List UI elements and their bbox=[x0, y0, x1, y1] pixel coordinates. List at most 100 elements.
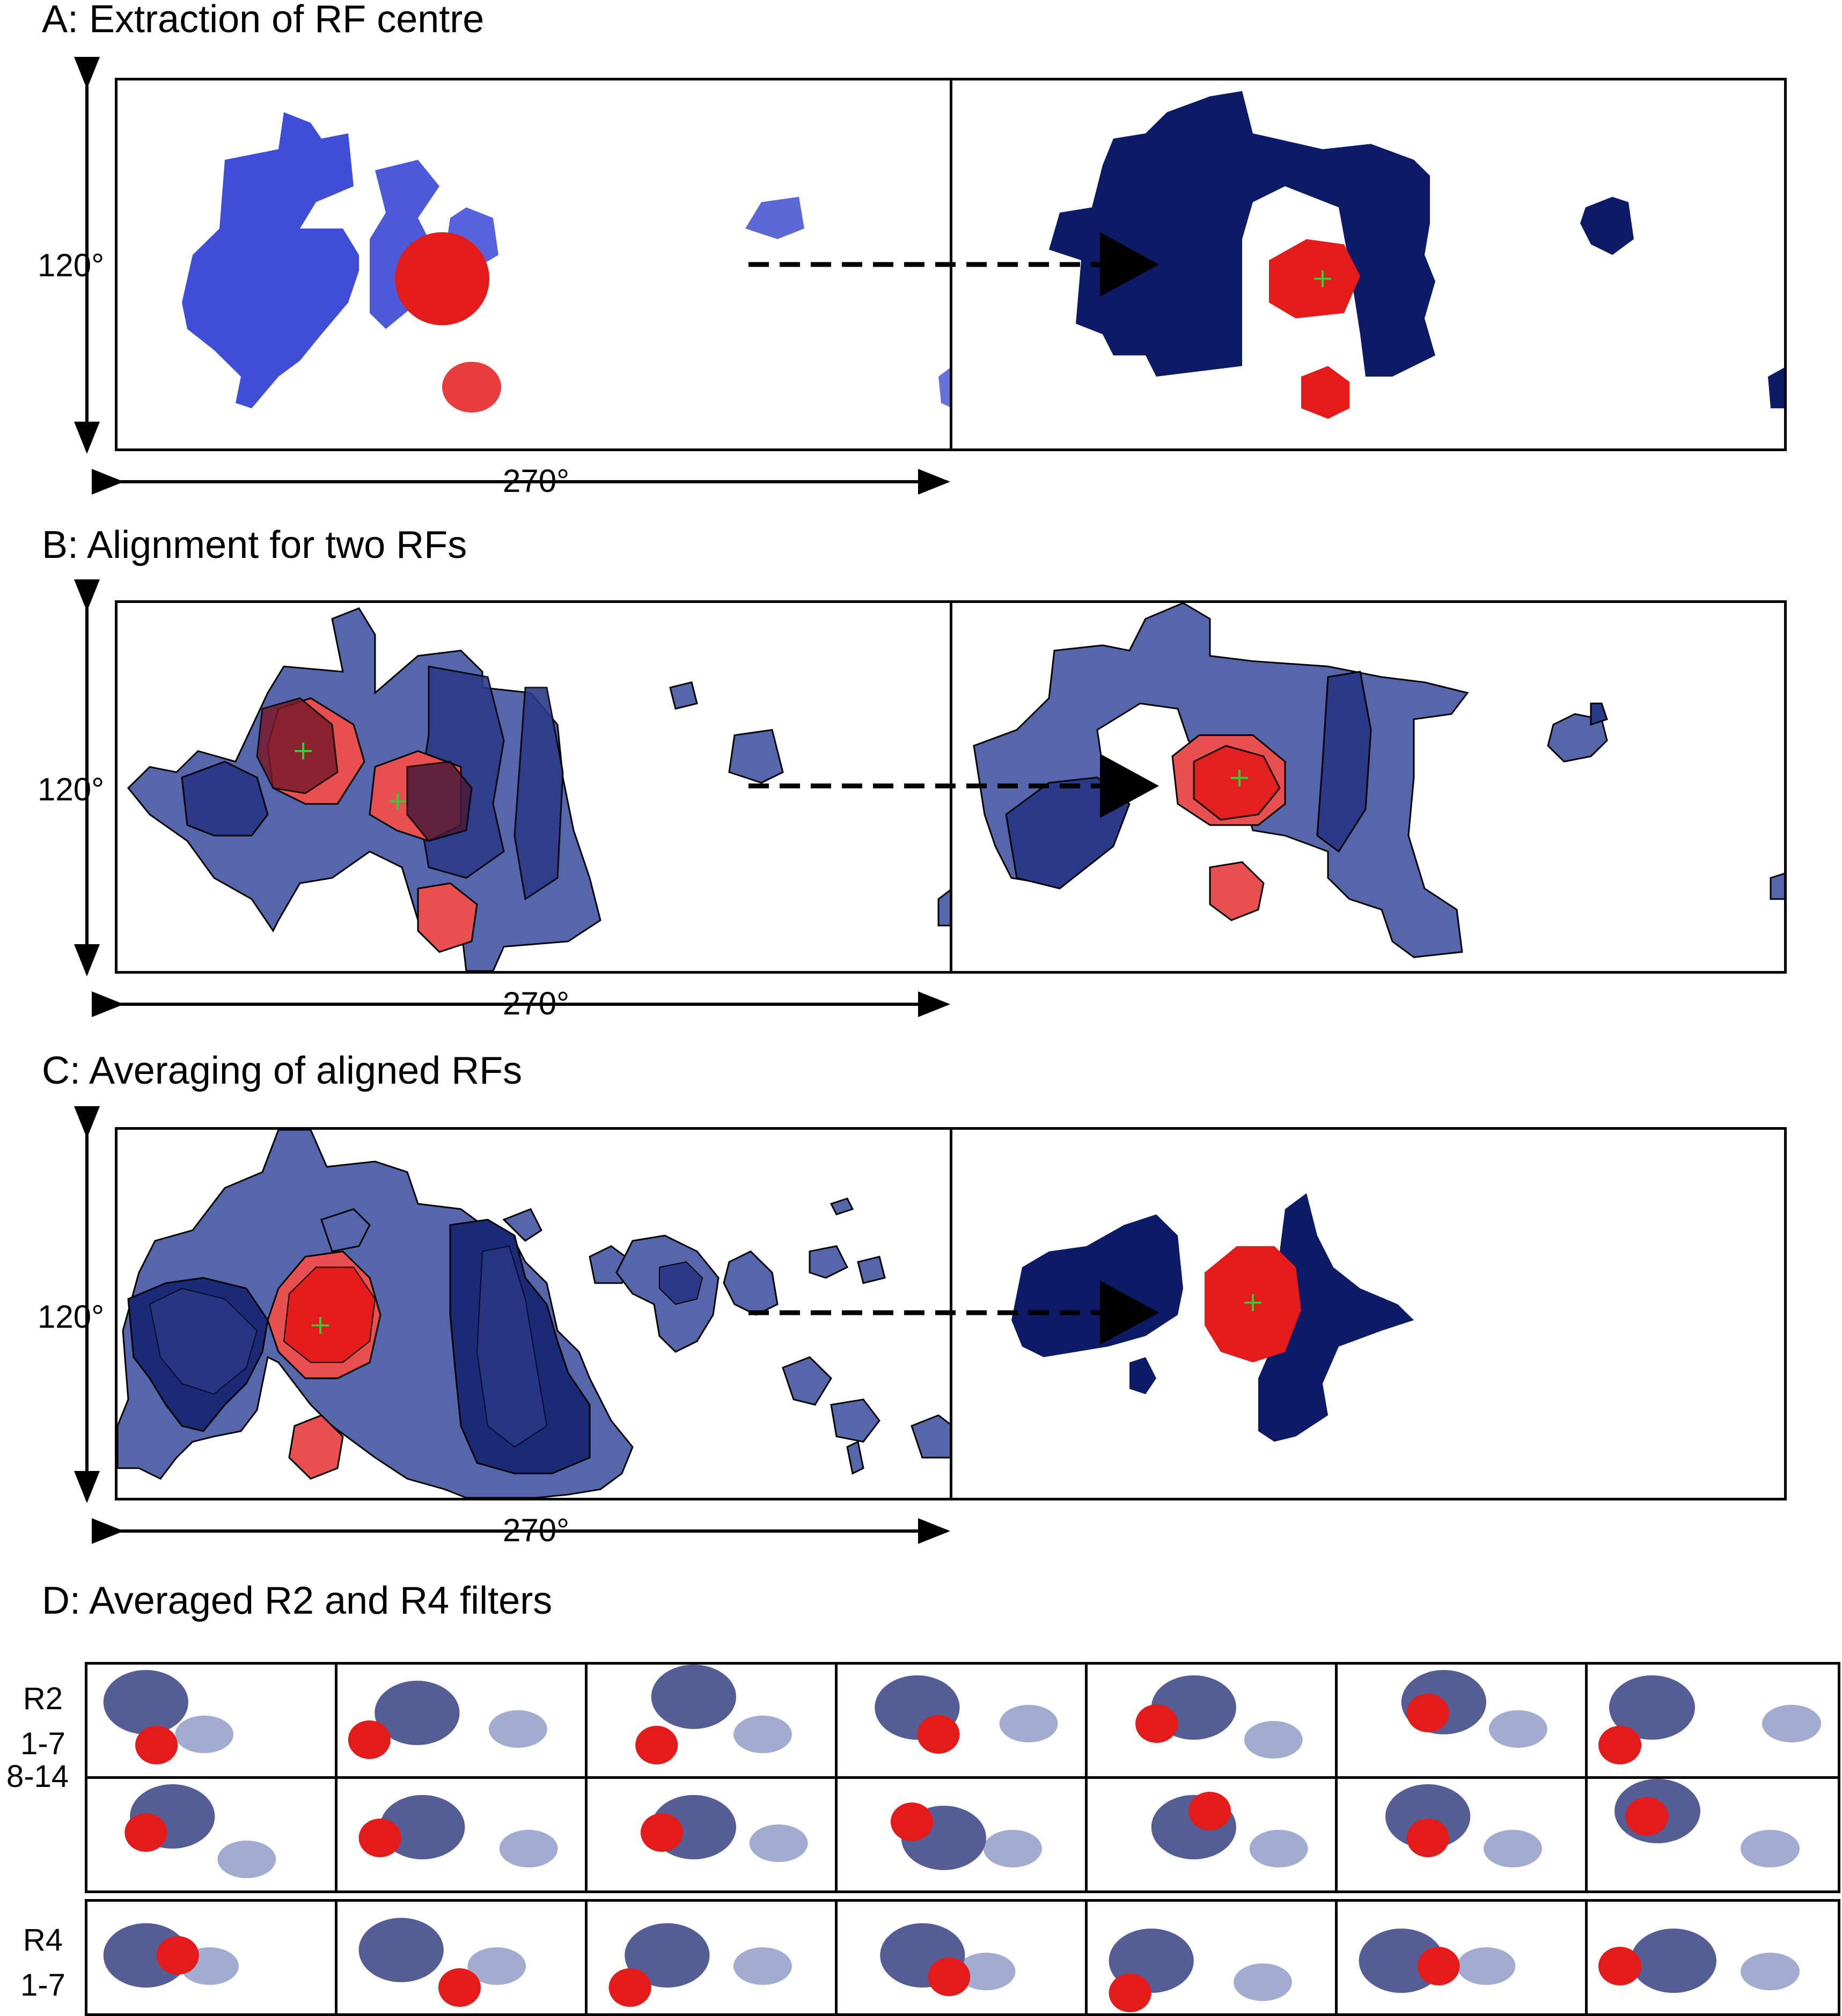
panel-c-y-label: 120° bbox=[31, 1298, 111, 1335]
filter-cell bbox=[1588, 1779, 1838, 1890]
panel-b-left-rf bbox=[127, 607, 952, 971]
panel-c-right-rf bbox=[1011, 1193, 1414, 1442]
filter-cell bbox=[1588, 1902, 1838, 2013]
inhibitory-blob bbox=[1244, 1721, 1303, 1759]
row-label-line2: 8-14 bbox=[6, 1759, 69, 1794]
inhibitory-blob bbox=[749, 1824, 808, 1862]
excitatory-blob bbox=[124, 1813, 167, 1852]
filter-rf-map bbox=[635, 1665, 792, 1764]
row-label-line2: 1-7 bbox=[20, 1968, 65, 2003]
inhibitory-blob bbox=[1457, 1947, 1516, 1985]
filter-rf-map bbox=[348, 1681, 547, 1759]
filter-cell bbox=[1338, 1902, 1588, 2013]
inhibitory-blob bbox=[375, 1681, 460, 1745]
row-label-line1: R2 bbox=[23, 1681, 63, 1716]
inhibitory-blob bbox=[1762, 1705, 1821, 1742]
filter-rf-map bbox=[880, 1923, 1016, 1996]
filter-rf-map bbox=[1598, 1675, 1821, 1764]
filter-row-r2-1-7 bbox=[85, 1662, 1840, 1779]
inhibitory-blob bbox=[651, 1665, 736, 1729]
filter-cell bbox=[588, 1665, 838, 1776]
inhibitory-blob bbox=[625, 1923, 710, 1988]
inhibitory-blob bbox=[1234, 1963, 1292, 2001]
panel-c-frame bbox=[115, 1127, 1787, 1500]
filter-cell bbox=[87, 1665, 337, 1776]
inhibitory-blob bbox=[984, 1830, 1042, 1867]
filter-cell bbox=[337, 1665, 588, 1776]
excitatory-blob bbox=[1625, 1797, 1668, 1836]
filter-cell bbox=[1338, 1665, 1588, 1776]
filter-rf-map bbox=[103, 1670, 234, 1764]
excitatory-blob bbox=[1109, 1974, 1151, 2012]
panel-c-x-label: 270° bbox=[496, 1512, 576, 1549]
filter-cell bbox=[838, 1665, 1088, 1776]
filter-rf-map bbox=[890, 1802, 1042, 1870]
filter-rf-map bbox=[358, 1918, 526, 2007]
inhibitory-blob bbox=[217, 1841, 276, 1878]
excitatory-blob bbox=[917, 1715, 960, 1754]
inhibitory-blob bbox=[1484, 1830, 1542, 1867]
excitatory-blob bbox=[358, 1819, 401, 1857]
excitatory-blob bbox=[135, 1726, 178, 1764]
filter-rf-map bbox=[1598, 1929, 1800, 1993]
excitatory-blob bbox=[1188, 1792, 1231, 1830]
excitatory-blob bbox=[348, 1720, 391, 1759]
inhibitory-blob bbox=[380, 1795, 465, 1859]
filter-cell bbox=[337, 1902, 588, 2013]
excitatory-blob bbox=[1406, 1694, 1449, 1732]
row-label-line2: 1-7 bbox=[20, 1726, 65, 1761]
inhibitory-blob bbox=[733, 1716, 792, 1753]
filter-rf-map bbox=[1135, 1675, 1303, 1759]
panel-c-left-rf bbox=[118, 1130, 952, 1498]
filter-cell bbox=[1088, 1665, 1338, 1776]
filter-cell bbox=[1338, 1779, 1588, 1890]
inhibitory-blob bbox=[733, 1947, 792, 1985]
filter-rf-map bbox=[103, 1923, 239, 1988]
panel-a-left-rf bbox=[182, 112, 952, 413]
filter-rf-map bbox=[358, 1795, 558, 1867]
row-label-r2-1-7: R2 1-7 bbox=[5, 1676, 80, 1767]
excitatory-blob bbox=[438, 1968, 481, 2007]
inhibitory-blob bbox=[1741, 1830, 1800, 1867]
inhibitory-blob bbox=[957, 1953, 1016, 1990]
filter-rf-map bbox=[640, 1795, 808, 1862]
excitatory-blob bbox=[1406, 1819, 1449, 1857]
filter-rf-map bbox=[1614, 1779, 1800, 1867]
filter-rf-map bbox=[1359, 1929, 1516, 1993]
panel-a-frame bbox=[115, 78, 1787, 451]
excitatory-blob bbox=[635, 1726, 678, 1764]
inhibitory-blob bbox=[499, 1830, 558, 1867]
excitatory-blob bbox=[890, 1802, 934, 1841]
filter-rf-map bbox=[1385, 1784, 1542, 1867]
filter-cell bbox=[588, 1779, 838, 1890]
excitatory-blob bbox=[640, 1813, 684, 1852]
filter-row-r4-1-7 bbox=[85, 1899, 1840, 2016]
filter-rf-map bbox=[875, 1675, 1058, 1754]
inhibitory-blob bbox=[175, 1716, 234, 1753]
inhibitory-blob bbox=[467, 1947, 526, 1985]
filter-cell bbox=[1088, 1902, 1338, 2013]
filter-rf-map bbox=[124, 1784, 276, 1878]
row-label-r2-8-14: 8-14 bbox=[0, 1754, 75, 1799]
panel-a-x-label: 270° bbox=[496, 462, 576, 499]
panel-b-right-rf bbox=[973, 603, 1784, 958]
filter-rf-map bbox=[1109, 1929, 1292, 2012]
panel-a-right-rf bbox=[1049, 91, 1784, 419]
panel-a-title: A: Extraction of RF centre bbox=[42, 0, 485, 41]
row-label-r4-1-7: R4 1-7 bbox=[5, 1918, 80, 2008]
excitatory-blob bbox=[1135, 1704, 1178, 1743]
excitatory-blob bbox=[928, 1958, 971, 1996]
panel-b-frame bbox=[115, 600, 1787, 974]
row-label-line1: R4 bbox=[23, 1923, 63, 1958]
excitatory-blob bbox=[1417, 1947, 1460, 1985]
filter-cell bbox=[1588, 1665, 1838, 1776]
filter-cell bbox=[838, 1902, 1088, 2013]
filter-rf-map bbox=[1151, 1792, 1308, 1867]
filter-cell bbox=[87, 1779, 337, 1890]
filter-cell bbox=[87, 1902, 337, 2013]
inhibitory-blob bbox=[1741, 1953, 1800, 1990]
filter-row-r2-8-14 bbox=[85, 1776, 1840, 1893]
excitatory-blob bbox=[1598, 1726, 1641, 1764]
panel-a-y-label: 120° bbox=[31, 247, 111, 284]
filter-rf-map bbox=[608, 1923, 792, 2007]
